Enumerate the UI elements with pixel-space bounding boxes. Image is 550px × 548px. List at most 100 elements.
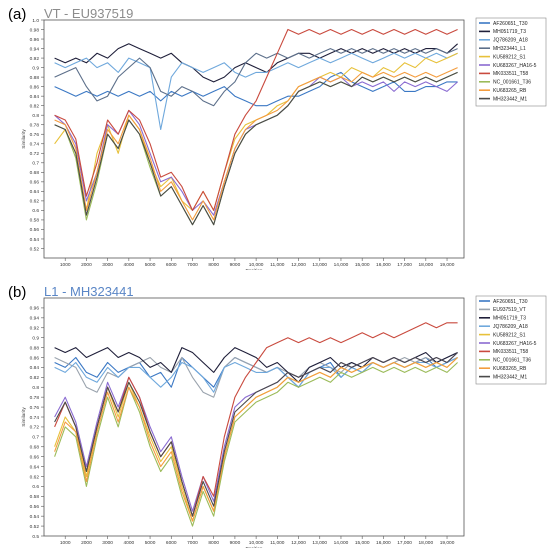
x-tick-label: 19,000 — [440, 540, 455, 546]
y-tick-label: 0.6 — [32, 484, 39, 490]
chart-b-svg: 0.5 0.52 0.54 0.56 0.58 0.6 0.62 0.64 0.66 0.68 0.… — [21, 295, 547, 548]
legend-label: AF260651_T30 — [493, 299, 528, 305]
legend-label: KU683265_RB — [493, 366, 527, 372]
x-tick-label: 12,000 — [291, 540, 306, 546]
y-axis-label: Similarity — [21, 407, 27, 427]
legend-box — [475, 17, 547, 107]
series-line — [54, 52, 458, 131]
x-tick-label: 16,000 — [376, 262, 391, 268]
panel-a-letter: (a) — [8, 6, 27, 23]
y-tick-label: 0.76 — [30, 132, 40, 138]
legend-label: MK033511_T58 — [493, 71, 528, 77]
legend-label: MH051719_T3 — [493, 29, 526, 35]
series-line — [54, 28, 458, 211]
y-tick-label: 0.9 — [32, 65, 39, 71]
x-tick-label: 1000 — [60, 262, 71, 268]
legend-label: JQ786209_A18 — [493, 324, 528, 330]
x-axis-label: Position — [245, 546, 262, 548]
legend-label: EU937519_VT — [493, 307, 526, 313]
y-tick-label: 0.86 — [30, 84, 40, 90]
y-tick-label: 0.52 — [30, 524, 40, 530]
y-tick-label: 0.68 — [30, 445, 40, 451]
y-tick-label: 0.64 — [30, 189, 40, 195]
legend-label: KU683265_RB — [493, 88, 527, 94]
x-axis-label: Position — [245, 268, 262, 270]
x-tick-label: 12,000 — [291, 262, 306, 268]
x-tick-label: 8000 — [208, 262, 219, 268]
x-tick-label: 2000 — [81, 262, 92, 268]
y-tick-label: 0.74 — [30, 142, 40, 148]
x-tick-label: 18,000 — [418, 262, 433, 268]
y-tick-label: 1.0 — [32, 18, 39, 24]
x-tick-label: 13,000 — [312, 262, 327, 268]
y-tick-label: 0.86 — [30, 355, 40, 361]
y-tick-label: 0.98 — [30, 27, 40, 33]
series-line — [54, 67, 458, 221]
series-line — [54, 362, 458, 527]
x-tick-label: 4000 — [124, 540, 135, 546]
legend-box — [475, 295, 547, 385]
legend-label: KU589212_S1 — [493, 332, 526, 338]
x-tick-label: 7000 — [187, 262, 198, 268]
legend-label: MH323441_L1 — [493, 46, 526, 52]
y-tick-label: 0.52 — [30, 246, 40, 252]
y-tick-label: 0.92 — [30, 56, 40, 62]
y-tick-label: 0.9 — [32, 335, 39, 341]
y-tick-label: 0.62 — [30, 474, 40, 480]
series-line — [54, 43, 458, 83]
y-tick-label: 0.7 — [32, 161, 39, 167]
y-tick-label: 0.72 — [30, 151, 40, 157]
y-tick-label: 0.54 — [30, 237, 40, 243]
legend-label: MH051719_T3 — [493, 316, 526, 322]
x-tick-label: 15,000 — [355, 262, 370, 268]
series-line — [54, 352, 458, 517]
y-tick-label: 0.62 — [30, 199, 40, 205]
y-tick-label: 0.8 — [32, 385, 39, 391]
panel-a-title: VT - EU937519 — [44, 6, 134, 21]
panel-b-letter: (b) — [8, 284, 27, 301]
legend-label: NC_001661_T36 — [493, 80, 531, 86]
x-tick-label: 9000 — [230, 262, 241, 268]
y-tick-label: 0.92 — [30, 326, 40, 332]
x-tick-label: 10,000 — [249, 262, 264, 268]
y-tick-label: 0.74 — [30, 415, 40, 421]
legend-label: KU589212_S1 — [493, 54, 526, 60]
legend-label: AF260651_T30 — [493, 21, 528, 27]
legend-label: MH323442_M1 — [493, 96, 527, 102]
y-tick-label: 0.56 — [30, 504, 40, 510]
y-tick-label: 0.66 — [30, 454, 40, 460]
y-tick-label: 0.78 — [30, 123, 40, 129]
plot-frame — [43, 297, 465, 537]
y-axis-label: Similarity — [21, 129, 27, 149]
x-tick-label: 3000 — [102, 262, 113, 268]
y-tick-label: 0.94 — [30, 316, 40, 322]
x-tick-label: 4000 — [124, 262, 135, 268]
x-tick-label: 18,000 — [418, 540, 433, 546]
y-tick-label: 0.56 — [30, 227, 40, 233]
legend-label: NC_001661_T36 — [493, 358, 531, 364]
x-tick-label: 11,000 — [270, 540, 285, 546]
y-tick-label: 0.78 — [30, 395, 40, 401]
x-tick-label: 17,000 — [397, 540, 412, 546]
panel-b-title: L1 - MH323441 — [44, 284, 134, 299]
y-tick-label: 0.82 — [30, 375, 40, 381]
panel-b: 0.5 0.52 0.54 0.56 0.58 0.6 0.62 0.64 0.66 0.68 0.… — [0, 278, 550, 548]
y-tick-label: 0.76 — [30, 405, 40, 411]
x-tick-label: 5000 — [145, 262, 156, 268]
series-line — [54, 357, 458, 522]
legend-label: JQ786209_A18 — [493, 38, 528, 44]
y-tick-label: 0.96 — [30, 306, 40, 312]
y-tick-label: 0.8 — [32, 113, 39, 119]
x-tick-label: 3000 — [102, 540, 113, 546]
x-tick-label: 2000 — [81, 540, 92, 546]
y-tick-label: 0.96 — [30, 37, 40, 43]
y-tick-label: 0.66 — [30, 180, 40, 186]
series-line — [54, 322, 458, 517]
y-tick-label: 0.64 — [30, 464, 40, 470]
x-tick-label: 14,000 — [334, 540, 349, 546]
x-tick-label: 6000 — [166, 540, 177, 546]
y-tick-label: 0.68 — [30, 170, 40, 176]
y-tick-label: 0.54 — [30, 514, 40, 520]
x-tick-label: 15,000 — [355, 540, 370, 546]
legend-label: MH323442_M1 — [493, 374, 527, 380]
